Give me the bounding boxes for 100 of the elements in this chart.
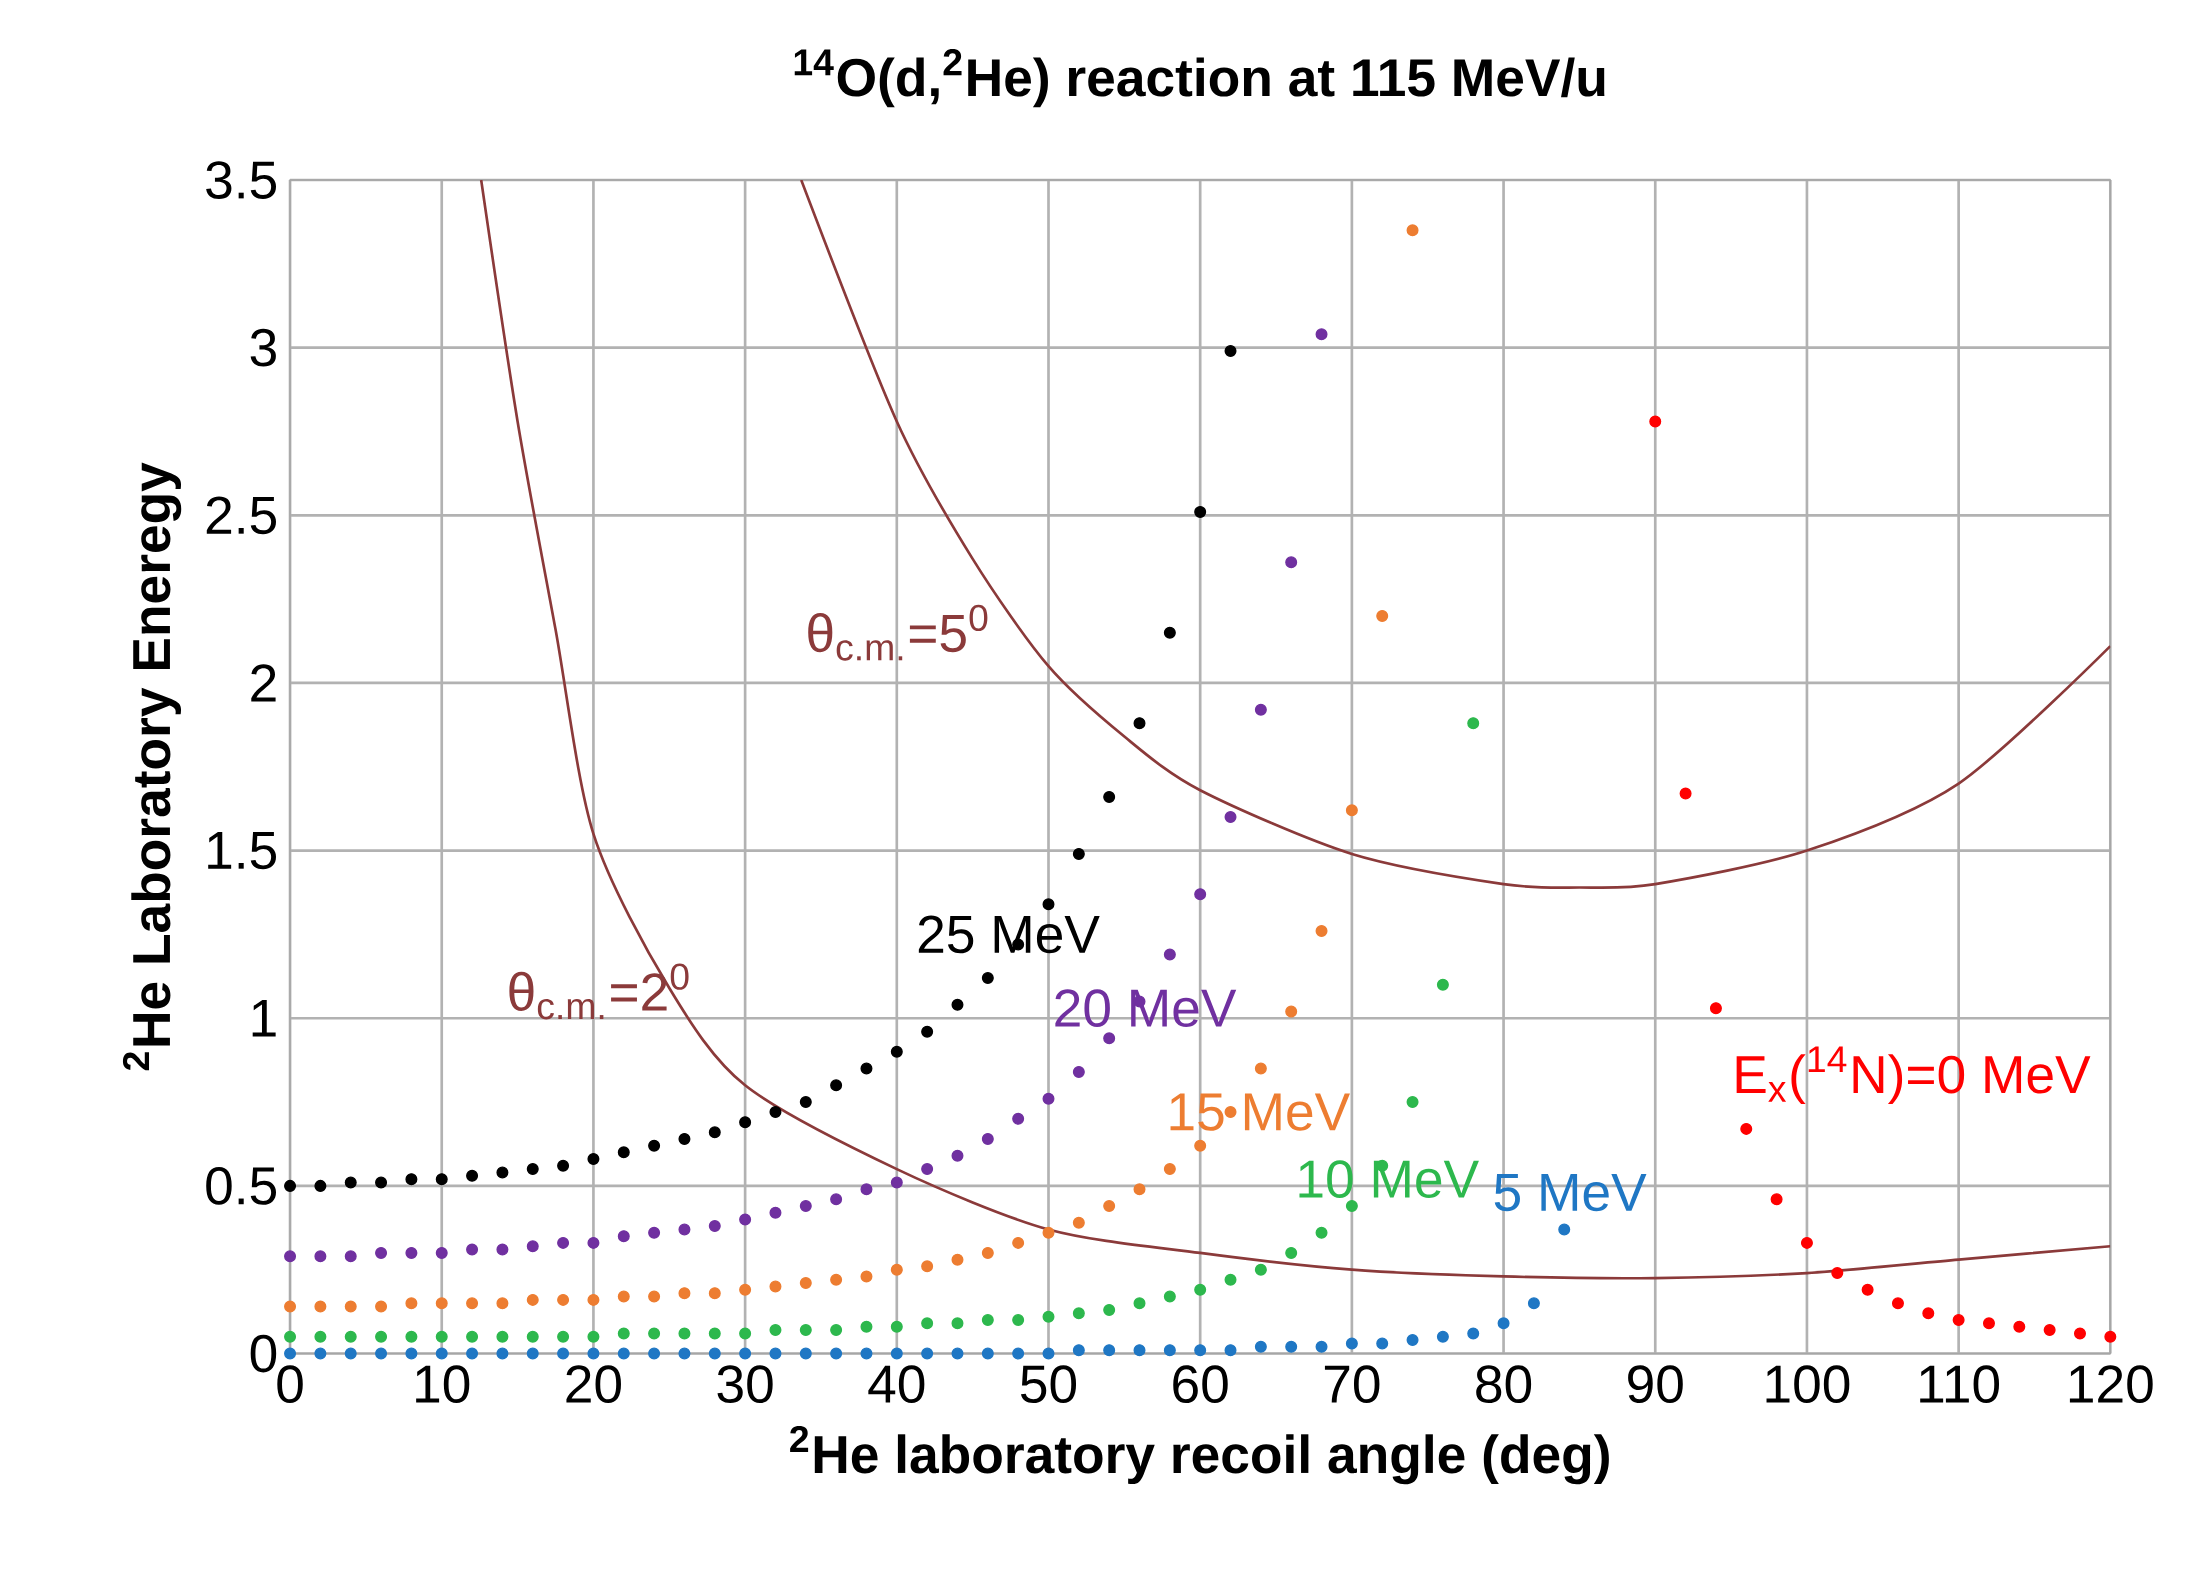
point (648, 1290, 661, 1303)
point (708, 1327, 721, 1340)
point (1103, 1344, 1116, 1357)
point (557, 1236, 570, 1249)
point (375, 1300, 388, 1313)
x-tick-label: 70 (1324, 1365, 1380, 1403)
point (1163, 626, 1176, 639)
point (284, 1250, 297, 1263)
point (1042, 1347, 1055, 1360)
point (1315, 1340, 1328, 1353)
series-label: 5 MeV (1494, 1173, 1647, 1212)
point (1224, 1106, 1237, 1119)
x-tick-label: 120 (2069, 1365, 2153, 1403)
point (526, 1293, 539, 1306)
point (1679, 787, 1692, 800)
point (830, 1347, 843, 1360)
series-label: θ$_{c.m.}$=2$^{0}$ (509, 963, 689, 1020)
point (1072, 1065, 1085, 1078)
point (921, 1025, 934, 1038)
point (1133, 1344, 1146, 1357)
point (466, 1297, 479, 1310)
x-tick-label: 10 (416, 1365, 470, 1403)
y-tick-label: 3 (250, 328, 276, 367)
point (617, 1146, 630, 1159)
point (951, 998, 964, 1011)
point (284, 1347, 297, 1360)
point (860, 1347, 873, 1360)
point (708, 1287, 721, 1300)
point (981, 1347, 994, 1360)
point (344, 1176, 357, 1189)
point (587, 1330, 600, 1343)
point (405, 1246, 418, 1259)
x-tick-label: 80 (1476, 1365, 1532, 1403)
point (1194, 888, 1207, 901)
point (2104, 1330, 2117, 1343)
point (1285, 1340, 1298, 1353)
point (1952, 1313, 1965, 1326)
point (557, 1347, 570, 1360)
point (678, 1132, 691, 1145)
point (405, 1297, 418, 1310)
point (557, 1330, 570, 1343)
point (496, 1243, 509, 1256)
point (1467, 717, 1480, 730)
point (1194, 1283, 1207, 1296)
point (1012, 1313, 1025, 1326)
point (344, 1250, 357, 1263)
point (1072, 847, 1085, 860)
point (405, 1347, 418, 1360)
point (890, 1176, 903, 1189)
point (739, 1213, 752, 1226)
point (314, 1250, 327, 1263)
point (1133, 1297, 1146, 1310)
point (284, 1179, 297, 1192)
y-axis-title: $^{2}$He Laboratory Eneregy (122, 462, 182, 1071)
point (1254, 703, 1267, 716)
point (678, 1287, 691, 1300)
y-tick-label: 1.5 (208, 831, 276, 870)
point (769, 1323, 782, 1336)
point (1345, 804, 1358, 817)
point (526, 1330, 539, 1343)
point (921, 1317, 934, 1330)
point (860, 1320, 873, 1333)
x-tick-label: 40 (868, 1365, 925, 1403)
point (526, 1240, 539, 1253)
point (375, 1246, 388, 1259)
point (375, 1347, 388, 1360)
point (921, 1347, 934, 1360)
point (648, 1226, 661, 1239)
point (951, 1347, 964, 1360)
point (1194, 1344, 1207, 1357)
point (1497, 1317, 1510, 1330)
point (557, 1159, 570, 1172)
point (1194, 505, 1207, 518)
point (1982, 1317, 1995, 1330)
point (466, 1347, 479, 1360)
y-tick-label: 1 (252, 999, 276, 1037)
point (769, 1280, 782, 1293)
point (1831, 1266, 1844, 1279)
point (921, 1260, 934, 1273)
point (496, 1330, 509, 1343)
point (405, 1330, 418, 1343)
point (769, 1206, 782, 1219)
point (799, 1095, 812, 1108)
point (1254, 1263, 1267, 1276)
point (678, 1223, 691, 1236)
point (830, 1273, 843, 1286)
point (405, 1173, 418, 1186)
point (496, 1166, 509, 1179)
point (284, 1300, 297, 1313)
point (739, 1116, 752, 1129)
point (1436, 1330, 1449, 1343)
point (314, 1347, 327, 1360)
point (1163, 1290, 1176, 1303)
point (1345, 1199, 1358, 1212)
point (1133, 717, 1146, 730)
series-label: E$_{x}$($^{14}$N)=0 MeV (1736, 1046, 2091, 1104)
point (344, 1347, 357, 1360)
point (830, 1079, 843, 1092)
point (526, 1163, 539, 1176)
point (799, 1323, 812, 1336)
